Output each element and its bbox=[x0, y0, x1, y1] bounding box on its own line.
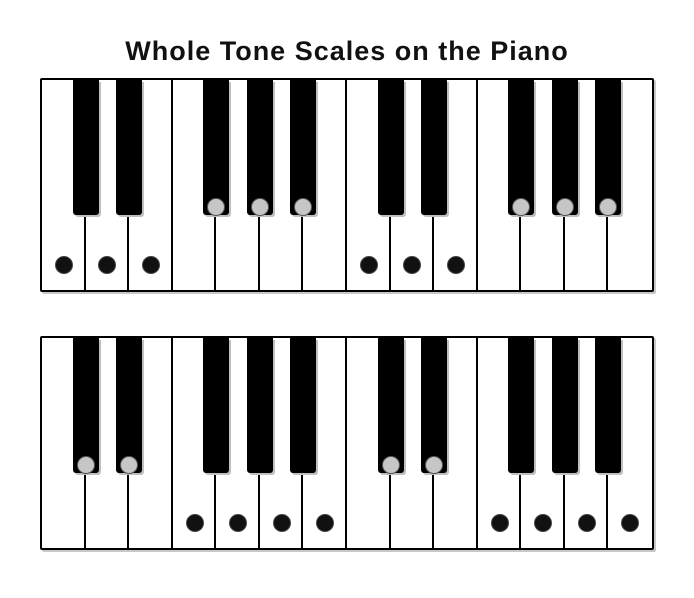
scale-dot-white bbox=[186, 514, 204, 532]
black-key bbox=[116, 338, 142, 473]
scale-dot-white bbox=[621, 514, 639, 532]
bottom-keyboard bbox=[40, 336, 654, 550]
page-title: Whole Tone Scales on the Piano bbox=[0, 36, 694, 67]
scale-dot-white bbox=[55, 256, 73, 274]
black-key bbox=[552, 338, 578, 473]
keyboard-frame bbox=[40, 78, 654, 292]
scale-dot-white bbox=[491, 514, 509, 532]
black-key bbox=[508, 80, 534, 215]
black-key bbox=[116, 80, 142, 215]
keyboard-frame bbox=[40, 336, 654, 550]
black-key bbox=[73, 338, 99, 473]
black-key bbox=[595, 80, 621, 215]
black-key bbox=[203, 338, 229, 473]
scale-dot-black bbox=[77, 456, 95, 474]
scale-dot-black bbox=[599, 198, 617, 216]
scale-dot-white bbox=[360, 256, 378, 274]
black-key bbox=[290, 338, 316, 473]
scale-dot-black bbox=[251, 198, 269, 216]
black-key bbox=[290, 80, 316, 215]
black-key bbox=[378, 80, 404, 215]
scale-dot-black bbox=[382, 456, 400, 474]
black-key bbox=[552, 80, 578, 215]
scale-dot-white bbox=[229, 514, 247, 532]
scale-dot-black bbox=[556, 198, 574, 216]
black-key bbox=[247, 80, 273, 215]
top-keyboard bbox=[40, 78, 654, 292]
scale-dot-black bbox=[120, 456, 138, 474]
scale-dot-white bbox=[142, 256, 160, 274]
black-key bbox=[508, 338, 534, 473]
scale-dot-white bbox=[316, 514, 334, 532]
scale-dot-black bbox=[294, 198, 312, 216]
black-key bbox=[247, 338, 273, 473]
scale-dot-white bbox=[273, 514, 291, 532]
black-key bbox=[421, 338, 447, 473]
black-key bbox=[73, 80, 99, 215]
scale-dot-black bbox=[425, 456, 443, 474]
scale-dot-white bbox=[403, 256, 421, 274]
scale-dot-white bbox=[98, 256, 116, 274]
black-key bbox=[595, 338, 621, 473]
black-key bbox=[203, 80, 229, 215]
scale-dot-white bbox=[447, 256, 465, 274]
black-key bbox=[378, 338, 404, 473]
black-key bbox=[421, 80, 447, 215]
scale-dot-white bbox=[534, 514, 552, 532]
scale-dot-black bbox=[207, 198, 225, 216]
scale-dot-black bbox=[512, 198, 530, 216]
scale-dot-white bbox=[578, 514, 596, 532]
